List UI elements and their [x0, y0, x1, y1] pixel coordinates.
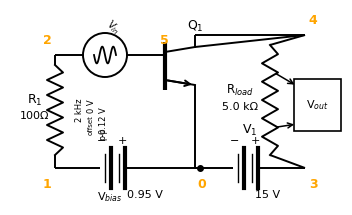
- Text: −: −: [97, 136, 107, 146]
- Text: +: +: [117, 136, 127, 146]
- Text: 0 V: 0 V: [87, 99, 95, 113]
- Text: 2 kHz: 2 kHz: [75, 99, 83, 123]
- Text: V$_{in}$: V$_{in}$: [103, 17, 123, 37]
- Text: +: +: [250, 136, 260, 146]
- Text: R$_{load}$: R$_{load}$: [226, 82, 254, 98]
- Text: 3: 3: [309, 178, 317, 191]
- Text: V$_{out}$: V$_{out}$: [306, 98, 329, 112]
- Text: R$_1$: R$_1$: [27, 92, 43, 108]
- Text: 15 V: 15 V: [256, 190, 281, 200]
- Text: Q$_1$: Q$_1$: [187, 19, 204, 34]
- FancyBboxPatch shape: [294, 79, 341, 131]
- Text: V$_{bias}$: V$_{bias}$: [97, 190, 123, 204]
- Text: V$_1$: V$_1$: [242, 123, 258, 138]
- Text: −: −: [230, 136, 240, 146]
- Text: 1: 1: [43, 178, 51, 191]
- Text: 5.0 kΩ: 5.0 kΩ: [222, 102, 258, 112]
- Text: 2: 2: [43, 34, 51, 47]
- Text: 5: 5: [160, 34, 169, 47]
- Text: offset: offset: [88, 115, 94, 135]
- Text: 4: 4: [309, 14, 318, 27]
- Text: 0: 0: [197, 178, 206, 191]
- Text: 0.95 V: 0.95 V: [127, 190, 163, 200]
- Text: 100Ω: 100Ω: [20, 111, 50, 121]
- Text: p-p: p-p: [99, 127, 107, 140]
- Text: 0.12 V: 0.12 V: [99, 107, 107, 134]
